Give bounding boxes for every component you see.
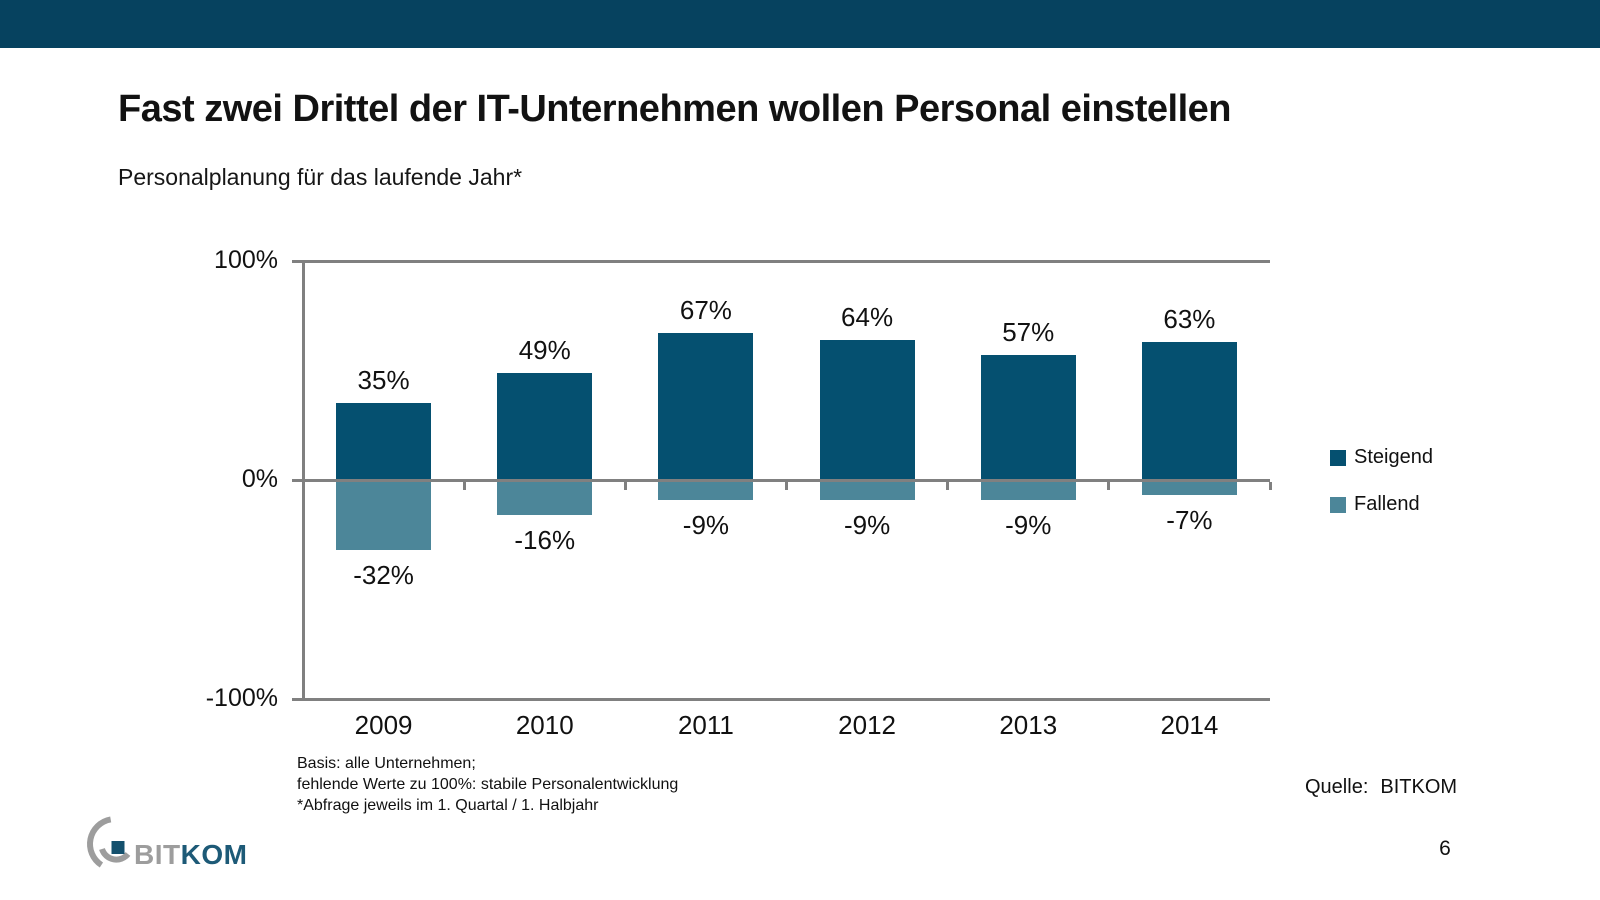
category-tick bbox=[623, 481, 627, 490]
value-label-fallend-2009: -32% bbox=[353, 560, 414, 591]
source-value: BITKOM bbox=[1380, 776, 1458, 798]
footnote-line: fehlende Werte zu 100%: stabile Personal… bbox=[297, 776, 679, 793]
x-axis-label-2011: 2011 bbox=[677, 710, 734, 740]
y-axis-label-0%: 0% bbox=[241, 465, 278, 493]
x-axis-label-2010: 2010 bbox=[515, 710, 574, 740]
y-axis-line bbox=[301, 259, 305, 701]
value-label-fallend-2011: -9% bbox=[682, 509, 730, 540]
bar-steigend-2011 bbox=[658, 333, 754, 480]
x-axis-label-2012: 2012 bbox=[838, 710, 896, 740]
source-label: Quelle: bbox=[1305, 776, 1369, 798]
legend-item-steigend: Steigend bbox=[1330, 446, 1433, 469]
value-label-steigend-2012: 64% bbox=[841, 301, 894, 332]
page-number: 6 bbox=[1439, 837, 1451, 860]
logo-outer-arc-icon bbox=[87, 816, 112, 868]
value-label-fallend-2014: -7% bbox=[1166, 505, 1213, 536]
bar-steigend-2013 bbox=[980, 355, 1076, 480]
bar-fallend-2010 bbox=[497, 480, 593, 516]
category-tick bbox=[1107, 481, 1111, 490]
bar-steigend-2009 bbox=[336, 403, 432, 480]
logo-inner-arc-icon bbox=[99, 847, 131, 863]
value-label-fallend-2012: -9% bbox=[843, 509, 891, 540]
legend-swatch-steigend bbox=[1330, 449, 1346, 466]
footnote-line: Basis: alle Unternehmen; bbox=[297, 755, 476, 772]
bar-fallend-2014 bbox=[1141, 480, 1237, 496]
value-label-steigend-2010: 49% bbox=[518, 334, 571, 365]
slide-title: Fast zwei Drittel der IT-Unternehmen wol… bbox=[118, 88, 1232, 130]
value-label-fallend-2013: -9% bbox=[1005, 509, 1052, 540]
y-axis-label--100%: -100% bbox=[205, 684, 278, 712]
value-label-steigend-2013: 57% bbox=[1002, 317, 1055, 348]
footnote-line: *Abfrage jeweils im 1. Quartal / 1. Halb… bbox=[297, 797, 599, 814]
source-line: Quelle: BITKOM bbox=[1305, 776, 1457, 799]
category-tick bbox=[462, 481, 466, 490]
x-axis-label-2009: 2009 bbox=[354, 710, 413, 740]
bar-steigend-2012 bbox=[819, 339, 915, 480]
chart-legend: Steigend Fallend bbox=[1330, 446, 1433, 540]
bar-steigend-2010 bbox=[497, 372, 593, 480]
bar-steigend-2014 bbox=[1141, 342, 1237, 480]
value-label-fallend-2010: -16% bbox=[514, 525, 576, 556]
gridline-100% bbox=[292, 259, 1270, 263]
category-tick bbox=[946, 481, 950, 490]
gridline--100% bbox=[292, 697, 1270, 701]
category-tick bbox=[1268, 481, 1272, 490]
bar-fallend-2013 bbox=[980, 480, 1076, 500]
logo-square-icon bbox=[111, 841, 125, 854]
bar-fallend-2012 bbox=[819, 480, 915, 500]
legend-item-fallend: Fallend bbox=[1330, 493, 1433, 516]
legend-label-steigend: Steigend bbox=[1354, 446, 1433, 468]
value-label-steigend-2011: 67% bbox=[679, 295, 732, 326]
bar-fallend-2009 bbox=[336, 480, 432, 551]
category-tick bbox=[785, 481, 788, 490]
x-axis-label-2013: 2013 bbox=[999, 710, 1058, 740]
gridline-0% bbox=[292, 478, 1270, 482]
bar-fallend-2011 bbox=[658, 480, 754, 500]
value-label-steigend-2009: 35% bbox=[357, 365, 410, 396]
footnotes: Basis: alle Unternehmen; fehlende Werte … bbox=[297, 753, 678, 816]
x-axis-label-2014: 2014 bbox=[1160, 710, 1219, 740]
svg-text:BITKOM: BITKOM bbox=[134, 839, 247, 870]
bitkom-logo: BITKOM bbox=[87, 816, 247, 870]
y-axis-label-100%: 100% bbox=[214, 246, 278, 274]
value-label-steigend-2014: 63% bbox=[1163, 304, 1216, 335]
legend-swatch-fallend bbox=[1330, 496, 1346, 513]
header-bar bbox=[0, 0, 1600, 48]
slide-subtitle: Personalplanung für das laufende Jahr* bbox=[118, 164, 523, 190]
legend-label-fallend: Fallend bbox=[1354, 493, 1420, 515]
